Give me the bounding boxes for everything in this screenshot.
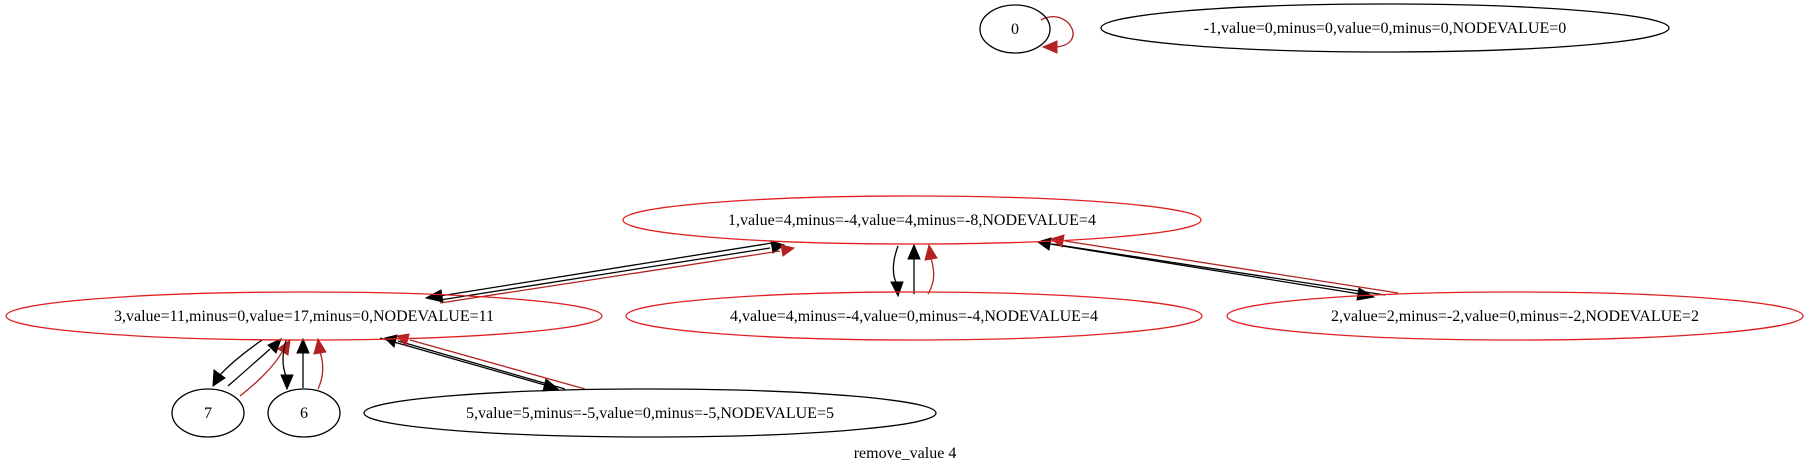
edge-1-4-black-arrowhead — [890, 281, 904, 298]
node-2-label: 2,value=2,minus=-2,value=0,minus=-2,NODE… — [1331, 308, 1699, 325]
node-0-label: 0 — [1011, 21, 1019, 38]
edge-3-7-black — [218, 339, 263, 377]
edge-4-1-red — [927, 257, 935, 295]
edge-2-1-black-arrowhead — [1036, 237, 1052, 251]
edge-2-1-red — [1064, 240, 1399, 294]
edge-6-3-black-arrowhead — [296, 337, 310, 354]
node-4-label: 4,value=4,minus=-4,value=0,minus=-4,NODE… — [730, 308, 1098, 325]
edge-3-1-black — [439, 247, 771, 301]
node-7[interactable]: 7 — [171, 388, 245, 438]
edge-5-3-black-arrowhead — [384, 334, 398, 348]
edge-7-3-black-arrowhead — [267, 338, 282, 354]
node-1-shape — [622, 195, 1202, 245]
node-3-shape — [5, 291, 603, 341]
node-1-label: 1,value=4,minus=-4,value=4,minus=-8,NODE… — [728, 212, 1096, 229]
edge-3-5-black — [379, 337, 546, 386]
edge-0-0-red — [1040, 16, 1074, 48]
edge-6-3-red — [317, 351, 324, 390]
node-6[interactable]: 6 — [267, 388, 341, 438]
node-7-shape — [171, 388, 245, 438]
node-3[interactable]: 3,value=11,minus=0,value=17,minus=0,NODE… — [5, 291, 603, 341]
node-minus-1[interactable]: -1,value=0,minus=0,value=0,minus=0,NODEV… — [1100, 3, 1670, 53]
edge-3-1-black-arrowhead — [770, 240, 786, 254]
node-5-shape — [363, 388, 937, 438]
node-6-shape — [267, 388, 341, 438]
node-5-label: 5,value=5,minus=-5,value=0,minus=-5,NODE… — [466, 405, 834, 422]
node-minus-1-label: -1,value=0,minus=0,value=0,minus=0,NODEV… — [1204, 20, 1567, 37]
node-0[interactable]: 0 — [979, 4, 1051, 54]
node-minus-1-shape — [1100, 3, 1670, 53]
edge-6-3-red-arrowhead — [313, 337, 327, 355]
edge-1-3-black — [439, 242, 773, 297]
edge-1-4-black — [892, 245, 899, 285]
node-2-shape — [1226, 291, 1804, 341]
node-0-shape — [979, 4, 1051, 54]
edge-1-2-black — [1049, 243, 1361, 295]
edge-3-1-red — [439, 250, 781, 304]
edge-4-1-black-arrowhead — [907, 243, 921, 260]
node-2[interactable]: 2,value=2,minus=-2,value=0,minus=-2,NODE… — [1226, 291, 1804, 341]
edge-5-3-red-arrowhead — [396, 333, 410, 348]
edge-3-6-black — [282, 339, 287, 377]
edge-3-7-black-arrowhead — [212, 369, 226, 387]
edge-5-3-red — [409, 339, 586, 390]
edge-3-6-black-arrowhead — [280, 374, 294, 391]
node-4-shape — [625, 291, 1203, 341]
edge-7-3-black — [227, 348, 271, 387]
node-1[interactable]: 1,value=4,minus=-4,value=4,minus=-8,NODE… — [622, 195, 1202, 245]
node-5[interactable]: 5,value=5,minus=-5,value=0,minus=-5,NODE… — [363, 388, 937, 438]
edge-0-0-red-arrowhead — [1041, 40, 1058, 54]
edge-7-3-red — [239, 351, 283, 397]
graph-caption: remove_value 4 — [854, 445, 957, 462]
nodes: 0 -1,value=0,minus=0,value=0,minus=0,NOD… — [5, 3, 1804, 438]
node-7-label: 7 — [204, 405, 212, 422]
edge-1-2-black-arrowhead — [1356, 287, 1376, 301]
node-3-label: 3,value=11,minus=0,value=17,minus=0,NODE… — [114, 308, 494, 325]
edges — [212, 16, 1399, 397]
edge-4-1-red-arrowhead — [924, 243, 938, 261]
node-4[interactable]: 4,value=4,minus=-4,value=0,minus=-4,NODE… — [625, 291, 1203, 341]
edge-3-1-red-arrowhead — [780, 244, 796, 257]
edge-2-1-black — [1051, 243, 1386, 296]
node-6-label: 6 — [300, 405, 308, 422]
edge-5-3-black — [397, 340, 566, 390]
